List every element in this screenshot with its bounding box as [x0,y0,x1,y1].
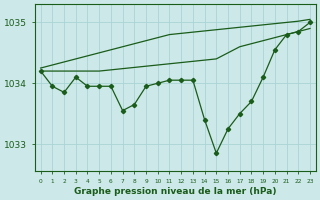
X-axis label: Graphe pression niveau de la mer (hPa): Graphe pression niveau de la mer (hPa) [74,187,276,196]
